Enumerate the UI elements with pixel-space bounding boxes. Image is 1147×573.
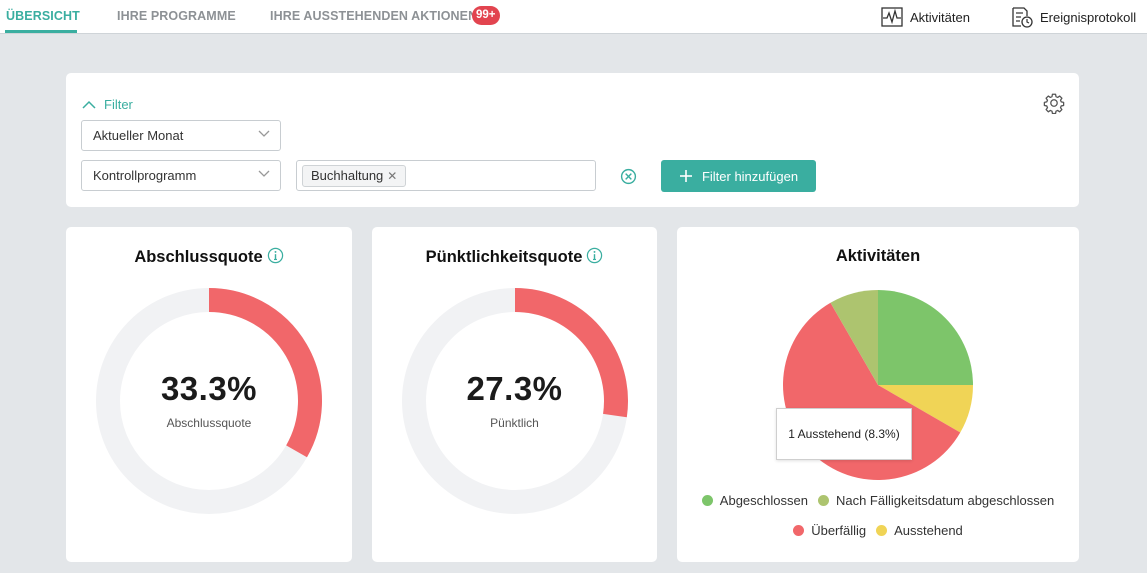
completion-rate-title: Abschlussquote <box>134 248 263 266</box>
plus-icon <box>679 170 692 182</box>
chevron-down-icon <box>258 130 270 137</box>
top-navigation: ÜBERSICHT IHRE PROGRAMME IHRE AUSSTEHEND… <box>0 0 1147 34</box>
event-log-link-label: Ereignisprotokoll <box>1040 9 1137 25</box>
add-filter-label: Filter hinzufügen <box>701 168 799 184</box>
completion-rate-title-row: Abschlussquote <box>66 247 352 267</box>
pending-count-badge: 99+ <box>472 6 500 25</box>
activities-title: Aktivitäten <box>835 247 921 265</box>
legend-row-1: Abgeschlossen Nach Fälligkeitsdatum abge… <box>677 493 1079 508</box>
tag-chip: Buchhaltung ✕ <box>302 165 407 187</box>
legend-dot <box>876 525 888 536</box>
tag-chip-label: Buchhaltung <box>311 168 384 183</box>
completion-gauge <box>96 288 322 514</box>
gauge-arc <box>514 288 628 418</box>
clear-filter-button[interactable] <box>620 168 637 190</box>
legend-dot <box>701 495 713 506</box>
filter-toggle-label: Filter <box>104 96 133 112</box>
tab-ausstehende-aktionen[interactable]: IHRE AUSSTEHENDEN AKTIONEN <box>270 9 478 23</box>
punctuality-gauge <box>402 288 628 514</box>
legend-label: Ausstehend <box>894 523 963 538</box>
add-filter-button[interactable]: Filter hinzufügen <box>661 160 816 192</box>
completion-rate-card: Abschlussquote 33.3% Abschlussquote <box>66 227 352 562</box>
legend-dot <box>817 495 829 506</box>
chevron-up-icon <box>82 100 96 109</box>
clear-circle-icon <box>620 168 637 185</box>
legend-item-ausstehend[interactable]: Ausstehend <box>876 523 963 538</box>
punctuality-rate-label: Pünktlich <box>490 416 539 430</box>
type-select-value: Kontrollprogramm <box>93 168 197 183</box>
legend-label: Nach Fälligkeitsdatum abgeschlossen <box>835 493 1055 508</box>
event-log-icon <box>1012 7 1033 28</box>
punctuality-rate-value: 27.3% <box>466 370 563 407</box>
chevron-down-icon <box>258 170 270 177</box>
pie-tooltip: 1 Ausstehend (8.3%) <box>776 408 912 460</box>
remove-tag-icon[interactable]: ✕ <box>387 169 398 183</box>
legend-item-ueberfaellig[interactable]: Überfällig <box>793 523 866 538</box>
punctuality-rate-card: Pünktlichkeitsquote 27.3% Pünktlich <box>372 227 657 562</box>
info-icon[interactable] <box>586 247 603 264</box>
tag-input[interactable]: Buchhaltung ✕ <box>296 160 596 191</box>
completion-rate-label: Abschlussquote <box>166 416 252 430</box>
legend-item-abgeschlossen[interactable]: Abgeschlossen <box>701 493 808 508</box>
activities-card: Aktivitäten Abgeschlossen Nach Fälligkei… <box>677 227 1079 562</box>
pie-slice-abgeschlossen[interactable] <box>878 290 973 385</box>
punctuality-rate-title: Pünktlichkeitsquote <box>425 248 583 266</box>
legend-row-2: Überfällig Ausstehend <box>677 523 1079 538</box>
period-select[interactable]: Aktueller Monat <box>81 120 281 151</box>
pie-slice-nach-fälligkeitsdatum-abgeschlossen[interactable] <box>830 290 879 385</box>
activities-link[interactable]: Aktivitäten <box>881 4 970 30</box>
legend-label: Überfällig <box>811 523 867 538</box>
completion-rate-value: 33.3% <box>160 370 258 407</box>
info-icon[interactable] <box>267 247 284 264</box>
activities-link-label: Aktivitäten <box>910 9 970 25</box>
activity-chart-icon <box>881 7 903 27</box>
punctuality-rate-title-row: Pünktlichkeitsquote <box>372 247 657 267</box>
type-select[interactable]: Kontrollprogramm <box>81 160 281 191</box>
tab-uebersicht[interactable]: ÜBERSICHT <box>6 9 80 23</box>
period-select-value: Aktueller Monat <box>93 128 184 143</box>
tab-ihre-programme[interactable]: IHRE PROGRAMME <box>117 9 236 23</box>
legend-dot <box>793 525 805 536</box>
pie-slice-ausstehend[interactable] <box>878 385 973 433</box>
legend-label: Abgeschlossen <box>719 493 808 508</box>
gauge-arc <box>208 288 322 458</box>
active-tab-indicator <box>5 30 77 33</box>
legend-item-nach-faelligkeitsdatum[interactable]: Nach Fälligkeitsdatum abgeschlossen <box>817 493 1055 508</box>
filter-panel: Filter Aktueller Monat Kontrollprogramm … <box>66 73 1079 207</box>
gear-icon <box>1043 93 1065 115</box>
filter-toggle[interactable]: Filter <box>82 96 133 112</box>
event-log-link[interactable]: Ereignisprotokoll <box>1011 4 1136 30</box>
settings-button[interactable] <box>1043 92 1065 119</box>
